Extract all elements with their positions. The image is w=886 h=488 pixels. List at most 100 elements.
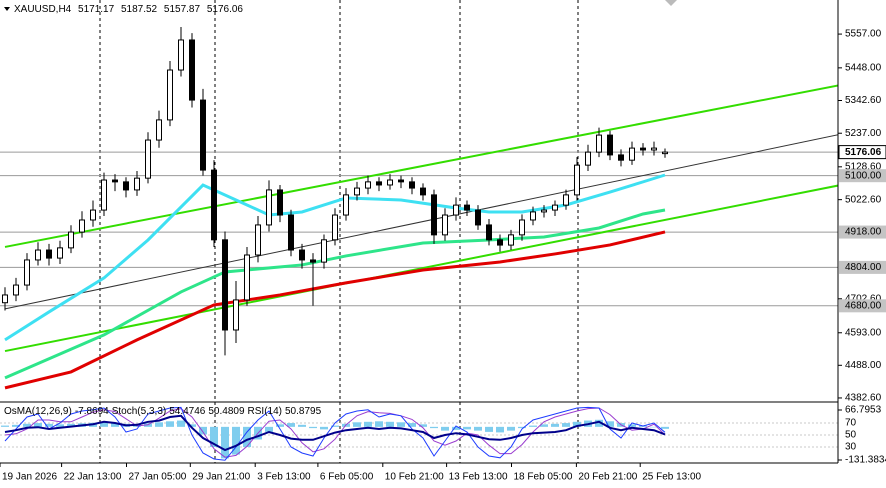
x-tick-label: 10 Feb 21:00 <box>385 472 444 483</box>
candle-body <box>244 254 250 301</box>
osma-bar <box>166 421 174 427</box>
plot-layer <box>0 26 838 461</box>
candle-body <box>552 204 558 211</box>
candle-body <box>277 189 283 216</box>
candle-body <box>178 39 184 71</box>
indicator-header-part: RSI(14) <box>248 406 282 417</box>
candle-body <box>508 234 514 246</box>
osma-bar <box>529 425 537 427</box>
candle-body <box>112 179 118 183</box>
osma-tick-label: 66.7953 <box>845 405 882 416</box>
osma-bar <box>34 423 42 427</box>
y-tick-label: 4702.60 <box>845 293 882 304</box>
osma-bar <box>606 421 614 427</box>
candle-body <box>189 39 195 101</box>
stoch-main <box>4 406 666 461</box>
x-tick-label: 27 Jan 05:00 <box>129 472 187 483</box>
osma-bar <box>562 423 570 427</box>
osma-bar <box>265 426 273 432</box>
indicator-panel <box>0 406 838 461</box>
candle-body <box>57 247 63 259</box>
osma-bar <box>243 426 251 448</box>
candle-body <box>343 194 349 216</box>
osma-bar <box>276 424 284 427</box>
osma-bar <box>419 424 427 427</box>
osma-bar <box>650 426 658 428</box>
osma-bar <box>408 423 416 427</box>
candle-body <box>255 224 261 256</box>
osma-bar <box>474 426 482 431</box>
osma-bar <box>111 423 119 427</box>
y-tick-label: 5022.60 <box>845 194 882 205</box>
candle-body <box>409 181 415 189</box>
chart-header: XAUUSD,H4 5171.17 5187.52 5157.87 5176.0… <box>14 4 243 15</box>
osma-bar <box>221 426 229 459</box>
osma-bar <box>485 426 493 432</box>
osma-bar <box>320 426 328 430</box>
osma-bar <box>551 423 559 427</box>
y-tick-label: 5557.00 <box>845 29 882 40</box>
osma-bar <box>661 426 669 429</box>
level-box <box>839 260 886 274</box>
osma-bar <box>155 422 163 427</box>
candle-body <box>211 169 217 241</box>
trendline <box>4 84 838 248</box>
candle-body <box>662 151 668 155</box>
osma-bar <box>430 426 438 429</box>
candle-body <box>541 209 547 213</box>
scroll-marker <box>665 0 677 6</box>
osma-bar <box>309 426 317 429</box>
x-tick-label: 20 Feb 21:00 <box>578 472 637 483</box>
candle-body <box>145 139 151 179</box>
osma-bar <box>595 419 603 427</box>
x-tick-label: 25 Feb 13:00 <box>642 472 701 483</box>
y-tick-label: 4593.00 <box>845 327 882 338</box>
candle-body <box>387 179 393 186</box>
moving-average <box>4 208 666 380</box>
candle-body <box>321 239 327 263</box>
candle-body <box>475 209 481 226</box>
candle-body <box>299 249 305 261</box>
osma-bar <box>232 426 240 455</box>
osma-bar <box>210 426 218 448</box>
level-box <box>839 225 886 239</box>
indicator-tick-label: 70 <box>845 418 857 429</box>
osma-bar <box>452 426 460 430</box>
osma-bar <box>496 426 504 433</box>
y-tick-label: 4488.00 <box>845 360 882 371</box>
x-tick-label: 22 Jan 13:00 <box>64 472 122 483</box>
price-label: 5176.06 <box>845 147 882 158</box>
candle-body <box>288 214 294 251</box>
osma-bar <box>353 422 361 427</box>
osma-bar <box>540 424 548 427</box>
osma-bar <box>364 421 372 427</box>
candle-body <box>233 299 239 331</box>
indicator-header-part: 50.4809 <box>208 406 245 417</box>
candle-body <box>101 179 107 211</box>
candle-body <box>332 214 338 241</box>
candle-body <box>365 181 371 189</box>
osma-bar <box>56 424 64 427</box>
price-box <box>838 145 886 160</box>
osma-bar <box>518 426 526 429</box>
main-panel <box>0 26 838 390</box>
y-tick-label: 5128.60 <box>845 161 882 172</box>
candle-body <box>574 164 580 196</box>
candle-body <box>420 187 426 196</box>
candle-body <box>35 249 41 261</box>
indicator-header-part: -7.8694 <box>75 406 109 417</box>
candle-body <box>200 99 206 171</box>
trendline <box>4 134 838 310</box>
candle-body <box>530 211 536 221</box>
candle-body <box>651 147 657 151</box>
osma-bar <box>573 421 581 427</box>
osma-bar <box>100 422 108 427</box>
indicator-tick-label: 30 <box>845 442 857 453</box>
candle-body <box>398 179 404 183</box>
candle-body <box>222 239 228 331</box>
osma-bar <box>188 424 196 427</box>
osma-bar <box>628 424 636 427</box>
candle-body <box>354 187 360 196</box>
